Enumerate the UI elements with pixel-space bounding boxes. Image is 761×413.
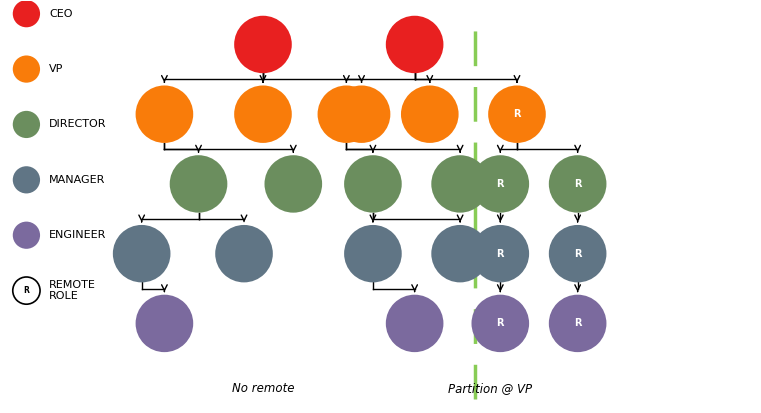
Ellipse shape — [13, 277, 40, 304]
Text: No remote: No remote — [232, 382, 295, 395]
Ellipse shape — [549, 155, 607, 213]
Text: R: R — [513, 109, 521, 119]
Ellipse shape — [135, 85, 193, 143]
Ellipse shape — [13, 166, 40, 193]
Ellipse shape — [170, 155, 228, 213]
Text: REMOTE
ROLE: REMOTE ROLE — [49, 280, 96, 301]
Ellipse shape — [431, 225, 489, 282]
Ellipse shape — [386, 295, 444, 352]
Ellipse shape — [333, 85, 390, 143]
Ellipse shape — [13, 222, 40, 249]
Text: VP: VP — [49, 64, 63, 74]
Text: CEO: CEO — [49, 9, 72, 19]
Text: Partition @ VP: Partition @ VP — [448, 382, 533, 395]
Ellipse shape — [549, 225, 607, 282]
Text: R: R — [496, 249, 504, 259]
Ellipse shape — [472, 155, 529, 213]
Ellipse shape — [215, 225, 273, 282]
Ellipse shape — [472, 295, 529, 352]
Ellipse shape — [488, 85, 546, 143]
Ellipse shape — [234, 16, 291, 73]
Text: R: R — [574, 318, 581, 328]
Ellipse shape — [386, 16, 444, 73]
Text: R: R — [574, 179, 581, 189]
Ellipse shape — [13, 111, 40, 138]
Ellipse shape — [13, 55, 40, 83]
Ellipse shape — [549, 295, 607, 352]
Ellipse shape — [234, 85, 291, 143]
Ellipse shape — [113, 225, 170, 282]
Ellipse shape — [472, 225, 529, 282]
Text: DIRECTOR: DIRECTOR — [49, 119, 107, 129]
Ellipse shape — [13, 0, 40, 27]
Text: MANAGER: MANAGER — [49, 175, 106, 185]
Ellipse shape — [401, 85, 459, 143]
Ellipse shape — [344, 225, 402, 282]
Ellipse shape — [265, 155, 322, 213]
Text: R: R — [24, 286, 30, 295]
Ellipse shape — [135, 295, 193, 352]
Text: R: R — [574, 249, 581, 259]
Text: R: R — [496, 318, 504, 328]
Text: R: R — [496, 179, 504, 189]
Ellipse shape — [344, 155, 402, 213]
Text: ENGINEER: ENGINEER — [49, 230, 107, 240]
Ellipse shape — [431, 155, 489, 213]
Ellipse shape — [317, 85, 375, 143]
